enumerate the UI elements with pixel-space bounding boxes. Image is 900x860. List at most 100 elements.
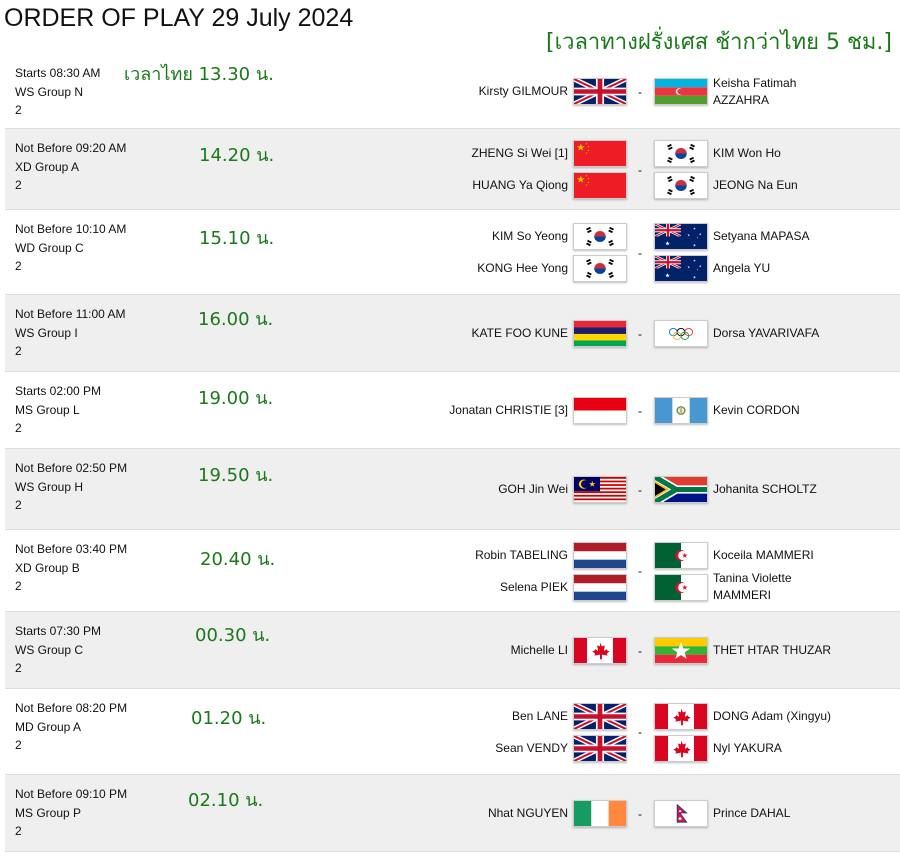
match-row[interactable]: Not Before 08:20 PM MD Group A 2 01.20 น. Be… (5, 689, 900, 775)
kr-flag-icon (654, 172, 708, 199)
left-team: KATE FOO KUNE (472, 295, 627, 372)
versus-separator: - (638, 326, 642, 341)
match-list: Starts 08:30 AM WS Group N 2 เวลาไทย 13.30 … (5, 54, 900, 852)
dz-flag-icon (654, 573, 708, 601)
player[interactable]: KONG Hee Yong (477, 255, 627, 282)
player-name[interactable]: DONG Adam (Xingyu) (713, 708, 832, 723)
match-info: Not Before 09:10 PM MS Group P 2 (15, 785, 127, 841)
left-team: Jonatan CHRISTIE [3] (449, 372, 627, 449)
player[interactable]: Sean VENDY (495, 734, 627, 762)
player[interactable]: Keisha Fatimah AZZAHRA (654, 76, 833, 107)
player[interactable]: HUANG Ya Qiong (472, 172, 627, 199)
player[interactable]: Kevin CORDON (654, 397, 800, 424)
player[interactable]: Tanina Violette MAMMERI (654, 571, 833, 602)
player-name[interactable]: Keisha Fatimah AZZAHRA (713, 75, 797, 107)
player[interactable]: Prince DAHAL (654, 800, 790, 827)
player-name[interactable]: Selena PIEK (499, 579, 568, 594)
player[interactable]: Ben LANE (511, 702, 627, 730)
match-start-time: Not Before 02:50 PM (15, 461, 128, 475)
player[interactable]: GOH Jin Wei (498, 476, 627, 503)
thai-local-time: 14.20 น. (199, 145, 275, 166)
np-flag-icon (654, 800, 708, 827)
player[interactable]: DONG Adam (Xingyu) (654, 702, 832, 730)
match-row[interactable]: Starts 02:00 PM MS Group L 2 19.00 น. Jonata… (5, 372, 900, 449)
player-name[interactable]: Tanina Violette MAMMERI (713, 571, 792, 602)
match-row[interactable]: Not Before 02:50 PM WS Group H 2 19.50 น. GO… (5, 449, 900, 530)
player-name[interactable]: Setyana MAPASA (713, 229, 810, 243)
player-name[interactable]: Dorsa YAVARIVAFA (713, 326, 820, 340)
player[interactable]: Setyana MAPASA (654, 223, 810, 250)
player[interactable]: Jonatan CHRISTIE [3] (449, 397, 627, 424)
player[interactable]: Nyl YAKURA (654, 734, 782, 762)
player-name[interactable]: Kevin CORDON (713, 403, 800, 417)
match-row[interactable]: Not Before 11:00 AM WS Group I 2 16.00 น. KA… (5, 295, 900, 372)
right-team: Dorsa YAVARIVAFA (654, 295, 819, 372)
player[interactable]: Robin TABELING (475, 541, 627, 569)
player-name[interactable]: KATE FOO KUNE (471, 326, 568, 340)
player-name[interactable]: Jonatan CHRISTIE [3] (449, 403, 568, 417)
player-name[interactable]: KONG Hee Yong (477, 261, 568, 275)
player-name[interactable]: Michelle LI (510, 643, 568, 657)
match-event: WS Group N (15, 84, 84, 99)
player-name[interactable]: HUANG Ya Qiong (472, 178, 568, 192)
player-name[interactable]: Nyl YAKURA (713, 740, 782, 755)
right-team: Keisha Fatimah AZZAHRA (654, 54, 833, 129)
player-name[interactable]: THET HTAR THUZAR (713, 643, 832, 657)
match-row[interactable]: Starts 07:30 PM WS Group C 2 00.30 น. Michel… (5, 612, 900, 689)
left-team: Robin TABELING Selena PIEK (475, 530, 627, 612)
match-event: WS Group H (15, 479, 84, 494)
player[interactable]: KATE FOO KUNE (472, 320, 627, 347)
player-name[interactable]: Prince DAHAL (713, 806, 791, 820)
left-team: ZHENG Si Wei [1] HUANG Ya Qiong (472, 129, 627, 210)
ca-flag-icon (654, 734, 708, 762)
az-flag-icon (654, 78, 708, 105)
match-court: 2 (15, 344, 22, 358)
player[interactable]: Angela YU (654, 255, 770, 282)
player-name[interactable]: ZHENG Si Wei [1] (471, 146, 568, 160)
player-name[interactable]: KIM Won Ho (713, 146, 781, 160)
player[interactable]: JEONG Na Eun (654, 172, 798, 199)
thai-local-time: 16.00 น. (198, 309, 274, 330)
right-team: Koceila MAMMERI Tanina Violette MAMMERI (654, 530, 833, 612)
player-name[interactable]: Sean VENDY (495, 740, 568, 755)
player[interactable]: ZHENG Si Wei [1] (472, 140, 627, 167)
right-team: KIM Won Ho JEONG Na Eun (654, 129, 798, 210)
player-name[interactable]: Angela YU (713, 261, 771, 275)
ca-flag-icon (573, 637, 627, 664)
thai-local-time: 02.10 น. (188, 790, 264, 811)
player-name[interactable]: GOH Jin Wei (498, 482, 568, 496)
player[interactable]: Dorsa YAVARIVAFA (654, 320, 819, 347)
player-name[interactable]: Ben LANE (511, 708, 568, 723)
right-team: Setyana MAPASA Angela YU (654, 210, 810, 295)
player[interactable]: Kirsty GILMOUR (479, 78, 627, 105)
player-name[interactable]: KIM So Yeong (491, 229, 568, 243)
match-court: 2 (15, 579, 22, 593)
match-row[interactable]: Starts 08:30 AM WS Group N 2 เวลาไทย 13.30 … (5, 54, 900, 129)
player[interactable]: Koceila MAMMERI (654, 541, 814, 569)
player-name[interactable]: Kirsty GILMOUR (478, 84, 568, 98)
gb-flag-icon (573, 702, 627, 730)
player-name[interactable]: JEONG Na Eun (713, 178, 798, 192)
player[interactable]: Johanita SCHOLTZ (654, 476, 817, 503)
player[interactable]: Nhat NGUYEN (488, 800, 627, 827)
match-info: Not Before 09:20 AM XD Group A 2 (15, 139, 126, 195)
player[interactable]: THET HTAR THUZAR (654, 637, 831, 664)
match-event: WD Group C (15, 240, 84, 255)
mu-flag-icon (573, 320, 627, 347)
player-name[interactable]: Robin TABELING (475, 547, 568, 562)
versus-separator: - (638, 403, 642, 418)
player-name[interactable]: Johanita SCHOLTZ (713, 482, 817, 496)
player-name[interactable]: Koceila MAMMERI (713, 547, 814, 562)
player[interactable]: Michelle LI (511, 637, 627, 664)
left-team: Ben LANE Sean VENDY (495, 689, 627, 775)
right-team: DONG Adam (Xingyu) Nyl YAKURA (654, 689, 831, 775)
player[interactable]: KIM Won Ho (654, 140, 781, 167)
match-row[interactable]: Not Before 03:40 PM XD Group B 2 20.40 น. Ro… (5, 530, 900, 612)
match-row[interactable]: Not Before 10:10 AM WD Group C 2 15.10 น. KI… (5, 210, 900, 295)
player-name[interactable]: Nhat NGUYEN (487, 806, 568, 820)
player[interactable]: KIM So Yeong (492, 223, 627, 250)
player[interactable]: Selena PIEK (499, 573, 627, 601)
match-info: Starts 07:30 PM WS Group C 2 (15, 622, 101, 678)
match-row[interactable]: Not Before 09:20 AM XD Group A 2 14.20 น. ZH… (5, 129, 900, 210)
match-row[interactable]: Not Before 09:10 PM MS Group P 2 02.10 น. Nh… (5, 775, 900, 852)
